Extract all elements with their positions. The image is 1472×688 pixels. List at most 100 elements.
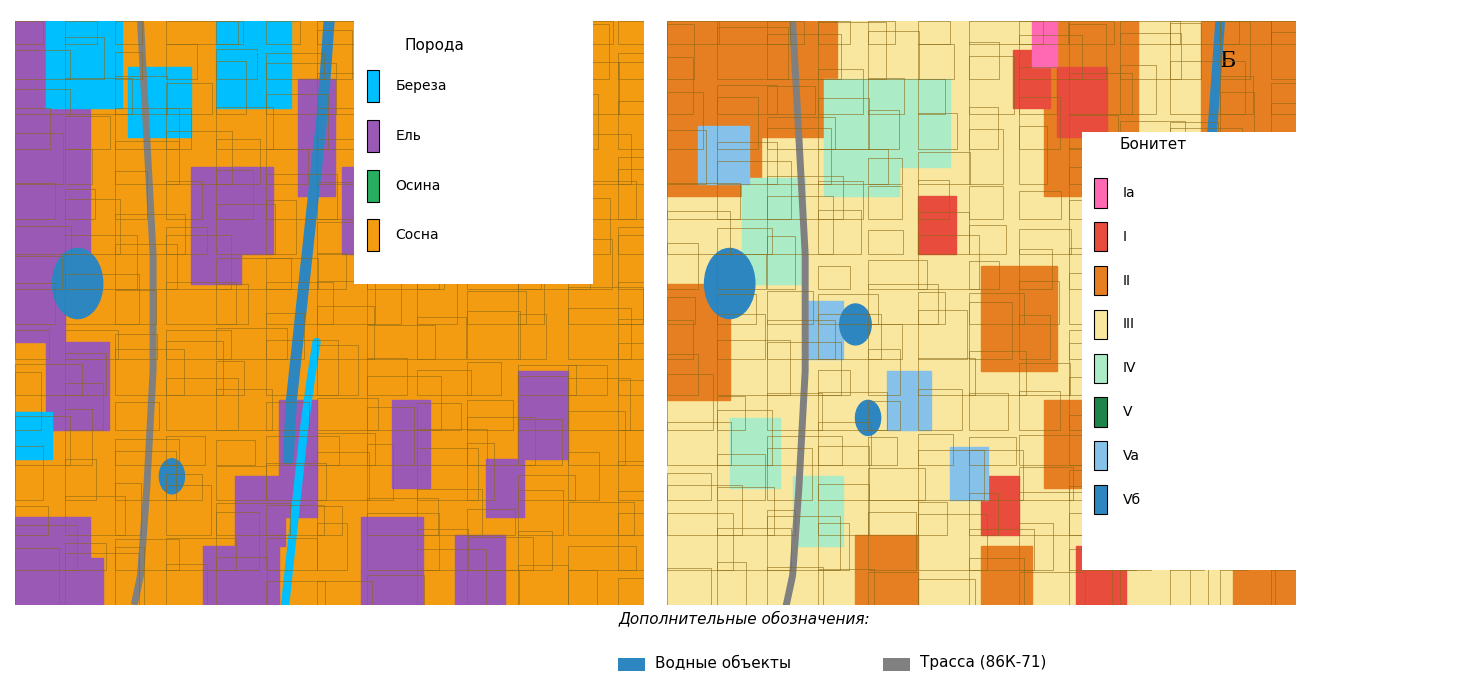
Bar — [115, 483, 141, 535]
Bar — [316, 581, 372, 605]
Bar — [618, 513, 643, 570]
Bar — [667, 21, 718, 44]
Bar — [818, 21, 851, 44]
Bar — [1019, 572, 1085, 605]
Text: Сосна: Сосна — [394, 228, 439, 242]
Bar — [667, 131, 707, 184]
Bar — [65, 383, 103, 429]
Bar — [1170, 385, 1220, 429]
Bar — [518, 208, 562, 255]
Bar — [15, 506, 47, 535]
Bar — [717, 454, 765, 499]
Bar — [216, 204, 275, 255]
Bar — [1138, 471, 1170, 517]
Bar — [518, 246, 590, 290]
Bar — [65, 21, 97, 44]
Bar — [1069, 343, 1101, 394]
Bar — [518, 376, 568, 429]
Bar — [65, 543, 106, 570]
Bar — [1220, 535, 1248, 570]
Bar — [216, 502, 290, 535]
Bar — [468, 187, 514, 219]
Bar — [1170, 21, 1239, 44]
Bar — [1019, 126, 1047, 184]
Bar — [468, 89, 495, 114]
Bar — [1270, 294, 1295, 325]
Bar — [15, 133, 63, 184]
Bar — [1069, 73, 1132, 114]
Bar — [767, 196, 833, 255]
Bar — [919, 152, 970, 184]
Bar — [767, 236, 795, 290]
Bar — [767, 436, 842, 464]
Bar — [818, 370, 849, 394]
Bar — [417, 488, 483, 535]
Bar — [1170, 129, 1242, 184]
Bar — [1107, 266, 1145, 313]
Bar — [818, 149, 889, 184]
Bar — [568, 21, 612, 44]
Ellipse shape — [855, 400, 880, 436]
Bar — [868, 186, 902, 219]
Bar — [166, 341, 222, 394]
Bar — [115, 21, 143, 44]
Bar — [868, 260, 927, 290]
Bar — [203, 546, 278, 605]
Bar — [518, 96, 568, 166]
Bar — [717, 396, 745, 429]
Bar — [1220, 92, 1254, 149]
Bar — [1057, 67, 1107, 138]
Bar — [568, 287, 643, 325]
Bar — [216, 139, 259, 184]
Bar — [1138, 138, 1201, 255]
Ellipse shape — [839, 304, 871, 345]
Bar — [667, 473, 711, 499]
Bar — [236, 476, 286, 546]
Bar — [767, 510, 795, 535]
Bar — [367, 241, 439, 290]
Bar — [15, 517, 90, 605]
Bar — [818, 180, 863, 219]
Bar — [919, 21, 949, 44]
Bar — [216, 257, 290, 290]
Bar — [216, 361, 244, 394]
Bar — [1120, 147, 1151, 184]
Bar — [969, 226, 1007, 255]
Bar — [128, 67, 191, 138]
Bar — [667, 320, 692, 360]
Bar — [1270, 505, 1295, 535]
Bar — [468, 417, 534, 464]
Bar — [518, 531, 552, 570]
Text: Бонитет: Бонитет — [1120, 138, 1186, 153]
Bar — [1120, 33, 1181, 79]
Bar — [1019, 21, 1067, 44]
Bar — [15, 21, 90, 255]
Bar — [367, 161, 422, 219]
Bar — [618, 491, 643, 535]
Bar — [717, 528, 790, 570]
Bar — [15, 548, 59, 605]
Bar — [1220, 76, 1253, 114]
Bar — [1107, 360, 1170, 429]
Bar — [316, 253, 346, 290]
Bar — [767, 320, 835, 360]
Bar — [417, 550, 486, 605]
Ellipse shape — [53, 248, 103, 319]
Bar — [468, 210, 521, 255]
Bar — [1120, 21, 1179, 44]
Bar — [969, 261, 999, 290]
Bar — [166, 83, 212, 114]
Bar — [1220, 218, 1291, 255]
Bar — [15, 183, 54, 219]
Text: Водные объекты: Водные объекты — [655, 655, 790, 670]
Bar — [969, 56, 1014, 114]
Bar — [969, 293, 1025, 325]
Bar — [1120, 120, 1185, 149]
FancyBboxPatch shape — [1095, 441, 1107, 471]
Bar — [468, 122, 493, 149]
Bar — [1220, 511, 1285, 535]
Bar — [316, 30, 352, 79]
Bar — [316, 306, 374, 360]
FancyBboxPatch shape — [1095, 266, 1107, 295]
Bar — [455, 535, 505, 605]
